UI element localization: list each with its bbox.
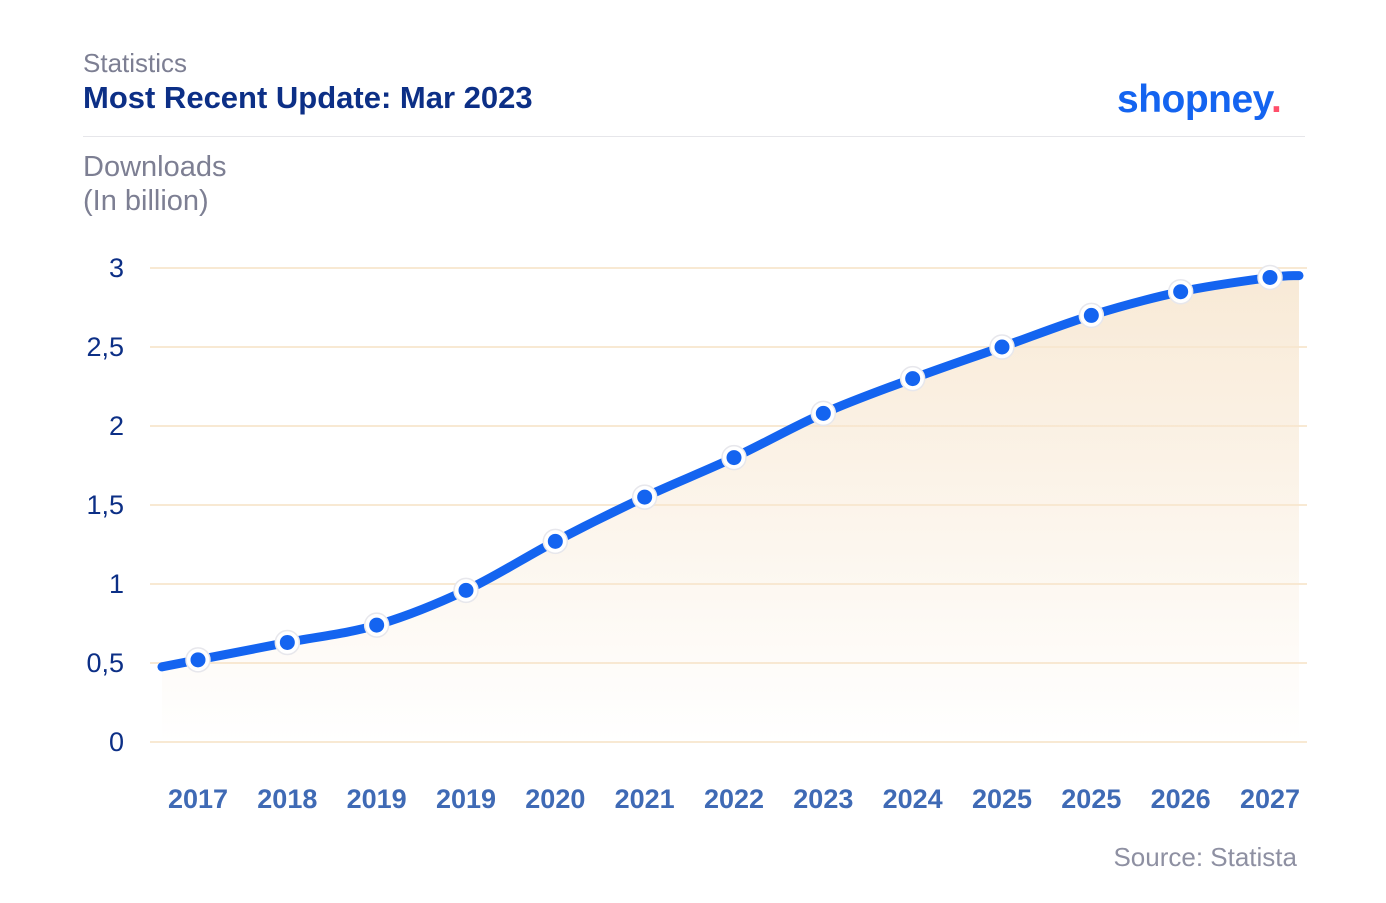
y-tick-label: 0,5 <box>86 648 124 678</box>
data-point <box>369 617 385 633</box>
x-tick-label: 2022 <box>704 784 764 814</box>
x-tick-label: 2026 <box>1151 784 1211 814</box>
y-tick-label: 2,5 <box>86 332 124 362</box>
data-point <box>815 405 831 421</box>
data-point <box>1262 269 1278 285</box>
y-tick-label: 3 <box>109 253 124 283</box>
x-tick-label: 2021 <box>615 784 675 814</box>
x-tick-label: 2023 <box>793 784 853 814</box>
area-fill <box>162 275 1299 742</box>
source-note: Source: Statista <box>1113 842 1297 872</box>
x-tick-label: 2020 <box>525 784 585 814</box>
page-title: Most Recent Update: Mar 2023 <box>83 80 533 115</box>
data-point <box>279 634 295 650</box>
x-tick-label: 2027 <box>1240 784 1300 814</box>
x-tick-label: 2018 <box>257 784 317 814</box>
y-axis-label-line-1: Downloads <box>83 151 227 183</box>
header-divider <box>83 136 1305 137</box>
data-point <box>905 371 921 387</box>
x-tick-label: 2025 <box>1061 784 1121 814</box>
logo-dot: . <box>1270 78 1282 121</box>
y-axis-label: Downloads (In billion) <box>83 150 226 218</box>
y-tick-label: 2 <box>109 411 124 441</box>
x-tick-label: 2019 <box>347 784 407 814</box>
shopney-logo: shopney. <box>1117 78 1282 122</box>
x-tick-label: 2025 <box>972 784 1032 814</box>
data-point <box>994 339 1010 355</box>
data-point <box>458 582 474 598</box>
data-point <box>1083 307 1099 323</box>
x-tick-label: 2019 <box>436 784 496 814</box>
x-tick-label: 2017 <box>168 784 228 814</box>
data-point <box>190 652 206 668</box>
logo-text: shopney <box>1117 78 1271 121</box>
y-tick-label: 1 <box>109 569 124 599</box>
data-point <box>637 489 653 505</box>
data-point <box>726 450 742 466</box>
data-point <box>1173 284 1189 300</box>
y-tick-label: 1,5 <box>86 490 124 520</box>
y-tick-label: 0 <box>109 727 124 757</box>
data-point <box>547 533 563 549</box>
statistics-label: Statistics <box>83 48 188 78</box>
y-axis-label-line-2: (In billion) <box>83 185 209 217</box>
x-tick-label: 2024 <box>883 784 943 814</box>
